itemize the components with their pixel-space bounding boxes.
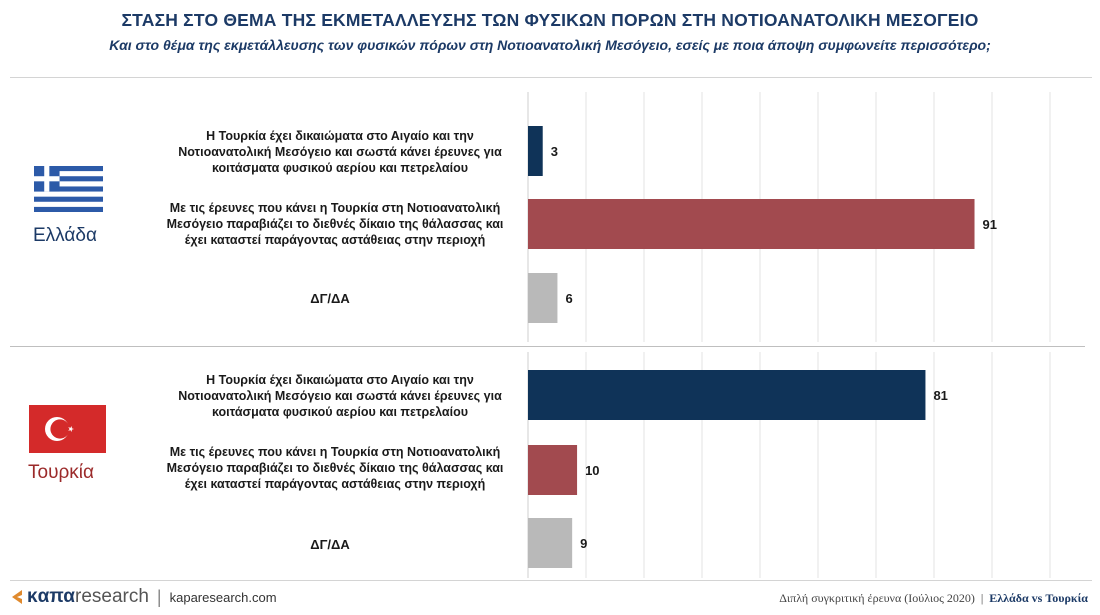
greece-bar-3 (528, 273, 558, 323)
footer-survey: Διπλή συγκριτική έρευνα (Ιούλιος 2020) (779, 591, 975, 605)
turkey-q2-label: Με τις έρευνες που κάνει η Τουρκία στη Ν… (166, 445, 504, 491)
turkey-bar-1 (528, 370, 926, 420)
footer-separator: | (156, 586, 162, 607)
footer-site-link[interactable]: kaparesearch.com (169, 589, 277, 605)
footer-survey-note: Διπλή συγκριτική έρευνα (Ιούλιος 2020) |… (779, 591, 1088, 606)
greece-flag-icon (34, 166, 103, 212)
logo-k-text: κ (27, 586, 38, 607)
turkey-q1-label: Η Τουρκία έχει δικαιώματα στο Αιγαίο και… (178, 373, 502, 419)
turkey-flag-icon (29, 405, 106, 453)
turkey-bar-1-value: 81 (933, 388, 947, 403)
turkey-bar-2-value: 10 (585, 463, 599, 478)
kapa-logo-icon (12, 590, 22, 604)
middle-divider (10, 346, 1085, 347)
footer-divider: | (980, 591, 984, 605)
turkey-bar-2 (528, 445, 578, 495)
greece-bar-1 (528, 126, 543, 176)
footer-brand: κ απα research | kaparesearch.com (10, 585, 277, 609)
greece-bar-2-value: 91 (983, 217, 997, 232)
top-divider (10, 77, 1092, 78)
greece-q1-label: Η Τουρκία έχει δικαιώματα στο Αιγαίο και… (178, 129, 502, 175)
greece-q2-label: Με τις έρευνες που κάνει η Τουρκία στη Ν… (166, 201, 504, 247)
greece-bar-1-value: 3 (551, 144, 558, 159)
footer-comparison: Ελλάδα vs Τουρκία (989, 591, 1088, 605)
turkey-country-label: Τουρκία (28, 462, 94, 483)
logo-research-text: research (75, 586, 149, 607)
chart-title: ΣΤΑΣΗ ΣΤΟ ΘΕΜΑ ΤΗΣ ΕΚΜΕΤΑΛΛΕΥΣΗΣ ΤΩΝ ΦΥΣ… (121, 10, 979, 30)
chart-subtitle: Και στο θέμα της εκμετάλλευσης των φυσικ… (109, 37, 991, 53)
greece-q3-label: ΔΓ/ΔΑ (310, 291, 350, 306)
turkey-bar-3-value: 9 (580, 536, 587, 551)
greece-country-label: Ελλάδα (33, 225, 97, 246)
turkey-q3-label: ΔΓ/ΔΑ (310, 537, 350, 552)
greece-bar-3-value: 6 (565, 291, 572, 306)
greece-bar-2 (528, 199, 975, 249)
bottom-divider (10, 580, 1092, 581)
turkey-bar-3 (528, 518, 573, 568)
logo-apa-text: απα (37, 586, 75, 607)
